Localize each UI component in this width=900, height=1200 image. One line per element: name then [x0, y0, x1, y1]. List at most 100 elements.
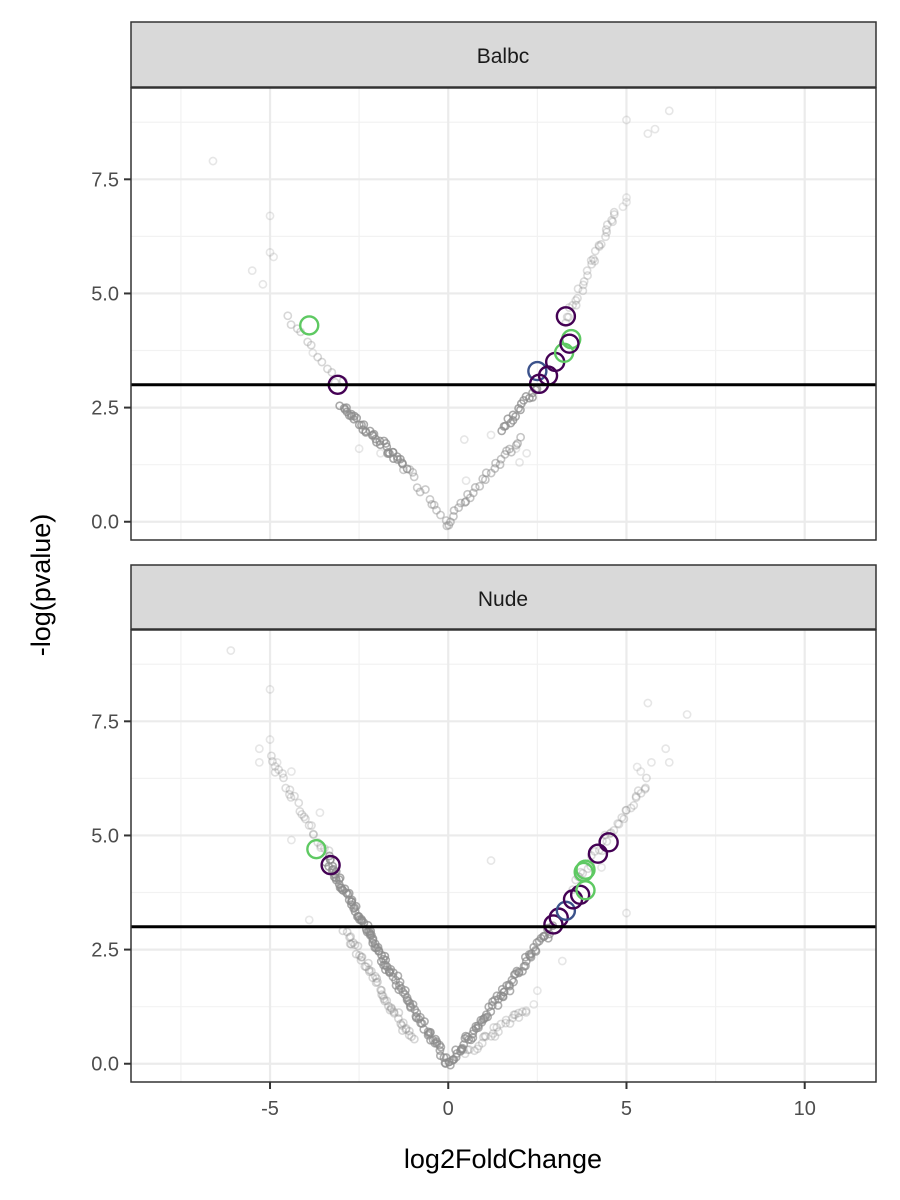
data-point: [389, 1008, 399, 1018]
data-point: [613, 819, 623, 828]
data-point: [309, 830, 318, 840]
data-point: [365, 967, 374, 977]
data-point: [601, 232, 610, 242]
data-point: [405, 465, 415, 474]
data-point: [511, 412, 521, 421]
data-point: [578, 868, 588, 878]
data-point: [376, 985, 386, 995]
data-point: [529, 999, 539, 1009]
data-point: [597, 863, 606, 872]
data-point: [415, 487, 425, 497]
data-point: [323, 364, 332, 374]
data-point: [636, 767, 646, 776]
data-point: [287, 835, 296, 845]
data-point: [281, 783, 291, 793]
data-point: [578, 286, 588, 296]
y-tick-label: 7.5: [91, 711, 119, 733]
data-point: [499, 421, 509, 431]
data-point: [456, 1046, 466, 1056]
data-point: [374, 946, 384, 956]
data-point: [278, 769, 287, 778]
data-point: [587, 259, 597, 269]
data-point: [492, 1022, 502, 1032]
highlight-point: [306, 838, 327, 860]
data-point: [564, 312, 573, 322]
x-tick-label: 0: [443, 1098, 454, 1120]
data-point: [404, 1030, 414, 1040]
data-point: [272, 758, 282, 767]
data-point: [622, 197, 631, 207]
data-point: [543, 933, 553, 943]
data-point: [515, 457, 524, 467]
strip-background: [130, 21, 877, 88]
data-point: [357, 952, 367, 962]
data-point: [518, 1007, 527, 1017]
data-point: [614, 819, 624, 829]
strip-background: [130, 564, 877, 630]
data-point: [360, 962, 370, 971]
data-point: [327, 368, 337, 377]
data-point: [470, 1046, 479, 1056]
strip-label: Nude: [478, 588, 528, 611]
data-point: [420, 485, 430, 494]
data-point: [664, 106, 674, 116]
data-point: [382, 996, 392, 1006]
data-point: [607, 215, 617, 225]
x-axis: -5 0 5 10: [261, 1082, 816, 1120]
data-point: [609, 207, 619, 217]
data-point: [387, 1004, 396, 1014]
data-point: [509, 1010, 519, 1020]
data-point: [297, 809, 307, 819]
data-point: [571, 296, 581, 305]
data-point: [304, 820, 314, 830]
data-point: [353, 941, 363, 951]
data-point: [303, 337, 313, 347]
data-point: [590, 246, 600, 256]
data-point: [495, 460, 505, 469]
data-point: [486, 430, 496, 440]
data-point: [226, 646, 236, 655]
data-point: [486, 1031, 496, 1041]
data-point: [308, 348, 318, 358]
data-point: [363, 958, 373, 968]
data-point: [286, 320, 296, 330]
data-point: [521, 1007, 531, 1017]
data-point: [208, 156, 218, 166]
data-point: [511, 444, 521, 454]
data-point: [532, 986, 542, 996]
data-point: [494, 1027, 503, 1037]
data-point: [366, 966, 376, 976]
data-point: [454, 503, 464, 512]
data-point: [608, 217, 617, 227]
data-point: [373, 942, 383, 952]
data-point: [557, 956, 567, 966]
data-point: [436, 510, 445, 520]
data-point: [285, 785, 295, 795]
data-point: [602, 837, 612, 846]
data-point: [254, 758, 264, 767]
data-point: [506, 447, 516, 457]
data-point: [441, 516, 451, 525]
data-point: [412, 483, 422, 493]
data-point: [346, 939, 356, 949]
data-point: [522, 448, 532, 458]
data-point: [307, 821, 316, 830]
data-point: [480, 1031, 490, 1041]
data-point: [401, 1025, 411, 1034]
data-point: [355, 950, 364, 960]
data-point: [508, 1013, 517, 1023]
highlight-point: [320, 854, 341, 876]
data-point: [582, 266, 592, 276]
data-point: [398, 1018, 408, 1028]
data-point: [600, 830, 610, 840]
highlight-point: [575, 859, 596, 880]
x-axis-title: log2FoldChange: [404, 1144, 602, 1174]
data-point: [617, 813, 627, 822]
data-point: [402, 464, 412, 474]
data-point: [306, 340, 316, 350]
data-point: [369, 429, 379, 439]
y-axis-title: -log(pvalue): [26, 514, 56, 657]
data-point: [383, 447, 393, 457]
data-point: [622, 908, 631, 918]
data-point: [370, 971, 380, 981]
